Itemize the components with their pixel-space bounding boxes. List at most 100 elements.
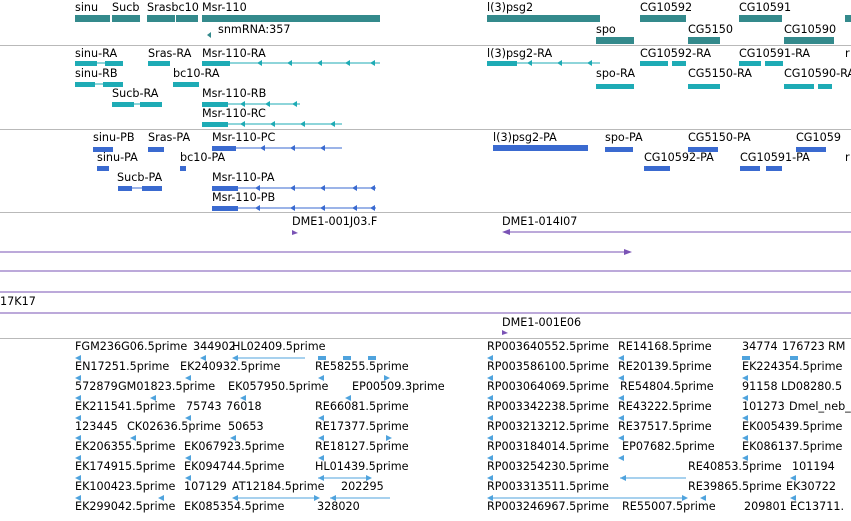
- est-label[interactable]: 34774: [742, 340, 778, 353]
- est-label[interactable]: RE66081.5prime: [315, 400, 409, 413]
- est-label[interactable]: EK057950.5prime: [228, 380, 329, 393]
- est-label[interactable]: RE20139.5prime: [618, 360, 712, 373]
- est-label[interactable]: RP003586100.5prime: [487, 360, 609, 373]
- est-label[interactable]: 123445: [75, 420, 118, 433]
- gene-label[interactable]: spo: [596, 23, 616, 36]
- est-label[interactable]: RP003246967.5prime: [487, 500, 609, 513]
- transcript-label[interactable]: CG10590-RA: [784, 67, 851, 80]
- transcript-label[interactable]: Msr-110-RA: [202, 47, 266, 60]
- gene-label[interactable]: CG5150: [688, 23, 733, 36]
- est-label[interactable]: 209801: [744, 500, 787, 513]
- protein-label[interactable]: bc10-PA: [180, 151, 226, 164]
- est-label[interactable]: 76018: [226, 400, 262, 413]
- transcript-label[interactable]: CG10592-RA: [640, 47, 712, 60]
- transcript-label[interactable]: bc10-RA: [173, 67, 220, 80]
- protein-label[interactable]: CG10591-PA: [740, 151, 810, 164]
- est-label[interactable]: EK224354.5prime: [742, 360, 843, 373]
- protein-label[interactable]: sinu-PB: [93, 131, 135, 144]
- gene-label[interactable]: l(3)psg2: [487, 1, 534, 14]
- transcript-label[interactable]: sinu-RB: [75, 67, 118, 80]
- gene-label[interactable]: snmRNA:357: [218, 23, 291, 36]
- protein-label[interactable]: Msr-110-PC: [212, 131, 276, 144]
- est-label[interactable]: RE39865.5prime: [688, 480, 782, 493]
- est-label[interactable]: RP003184014.5prime: [487, 440, 609, 453]
- gene-label[interactable]: CG10591: [739, 1, 792, 14]
- protein-label[interactable]: r: [845, 151, 850, 164]
- transcript-label[interactable]: r: [845, 47, 850, 60]
- est-label[interactable]: RE40853.5prime: [688, 460, 782, 473]
- protein-label[interactable]: spo-PA: [605, 131, 643, 144]
- est-label[interactable]: EK100423.5prime: [75, 480, 176, 493]
- protein-label[interactable]: Msr-110-PB: [212, 191, 276, 204]
- est-label[interactable]: 328020: [317, 500, 360, 513]
- gene-label[interactable]: Sucb: [112, 1, 140, 14]
- transcript-label[interactable]: sinu-RA: [75, 47, 118, 60]
- est-marks[interactable]: [75, 355, 798, 501]
- est-label[interactable]: 344902: [193, 340, 236, 353]
- gene-label[interactable]: CG10592: [640, 1, 693, 14]
- est-label[interactable]: RP003213212.5prime: [487, 420, 609, 433]
- est-label[interactable]: 91158: [742, 380, 778, 393]
- est-label[interactable]: RP003640552.5prime: [487, 340, 609, 353]
- est-label[interactable]: EP00509.3prime: [352, 380, 445, 393]
- protein-label[interactable]: l(3)psg2-PA: [493, 131, 557, 144]
- est-label[interactable]: 50653: [228, 420, 264, 433]
- est-label[interactable]: 75743: [186, 400, 222, 413]
- protein-label[interactable]: Sucb-PA: [117, 171, 163, 184]
- gene-label[interactable]: Srasbc10: [147, 1, 199, 14]
- protein-label[interactable]: sinu-PA: [97, 151, 138, 164]
- clone-lines[interactable]: [0, 229, 851, 335]
- est-label[interactable]: RE55007.5prime: [622, 500, 716, 513]
- protein-bars[interactable]: [93, 145, 826, 211]
- protein-label[interactable]: Msr-110-PA: [212, 171, 275, 184]
- est-label[interactable]: HL01439.5prime: [315, 460, 409, 473]
- est-label[interactable]: EK086137.5prime: [742, 440, 843, 453]
- est-label[interactable]: RP003342238.5prime: [487, 400, 609, 413]
- est-label[interactable]: RE43222.5prime: [618, 400, 712, 413]
- est-label[interactable]: GM01823.5prime: [118, 380, 216, 393]
- est-label[interactable]: EK30722: [786, 480, 836, 493]
- est-label[interactable]: LD08280.5: [781, 380, 843, 393]
- est-label[interactable]: HL02409.5prime: [232, 340, 326, 353]
- est-label[interactable]: EK085354.5prime: [184, 500, 285, 513]
- transcript-label[interactable]: CG5150-RA: [688, 67, 752, 80]
- est-label[interactable]: EC13711.: [790, 500, 845, 513]
- transcript-label[interactable]: Msr-110-RC: [202, 107, 266, 120]
- protein-label[interactable]: CG5150-PA: [688, 131, 751, 144]
- est-label[interactable]: 572879: [75, 380, 118, 393]
- est-label[interactable]: EK211541.5prime: [75, 400, 176, 413]
- clone-label[interactable]: 17K17: [0, 295, 36, 308]
- est-label[interactable]: EP07682.5prime: [622, 440, 715, 453]
- est-label[interactable]: EN17251.5prime: [75, 360, 170, 373]
- protein-label[interactable]: CG10592-PA: [644, 151, 714, 164]
- transcript-label[interactable]: Sras-RA: [148, 47, 192, 60]
- est-label[interactable]: EK067923.5prime: [184, 440, 285, 453]
- transcript-label[interactable]: l(3)psg2-RA: [487, 47, 553, 60]
- est-label[interactable]: AT12184.5prime: [232, 480, 325, 493]
- est-label[interactable]: EK299042.5prime: [75, 500, 176, 513]
- est-label[interactable]: Dmel_neb_: [789, 400, 851, 413]
- gene-label[interactable]: Msr-110: [202, 1, 247, 14]
- gene-label[interactable]: sinu: [75, 1, 99, 14]
- gene-bars[interactable]: [75, 15, 851, 44]
- est-label[interactable]: RM: [828, 340, 846, 353]
- est-label[interactable]: EK094744.5prime: [184, 460, 285, 473]
- transcript-label[interactable]: CG10591-RA: [739, 47, 811, 60]
- est-label[interactable]: RP003313511.5prime: [487, 480, 609, 493]
- transcript-label[interactable]: spo-RA: [596, 67, 635, 80]
- est-label[interactable]: RP003064069.5prime: [487, 380, 609, 393]
- est-label[interactable]: RP003254230.5prime: [487, 460, 609, 473]
- est-label[interactable]: 176723: [782, 340, 825, 353]
- est-label[interactable]: EK005439.5prime: [742, 420, 843, 433]
- protein-label[interactable]: Sras-PA: [148, 131, 191, 144]
- est-label[interactable]: 101273: [742, 400, 785, 413]
- est-label[interactable]: RE54804.5prime: [620, 380, 714, 393]
- est-label[interactable]: EK206355.5prime: [75, 440, 176, 453]
- est-label[interactable]: 107129: [184, 480, 227, 493]
- est-label[interactable]: RE17377.5prime: [315, 420, 409, 433]
- clone-label[interactable]: DME1-014I07: [502, 215, 578, 228]
- clone-label[interactable]: DME1-001J03.F: [292, 215, 378, 228]
- clone-label[interactable]: DME1-001E06: [502, 316, 582, 329]
- est-label[interactable]: FGM236G06.5prime: [75, 340, 188, 353]
- protein-label[interactable]: CG1059: [796, 131, 841, 144]
